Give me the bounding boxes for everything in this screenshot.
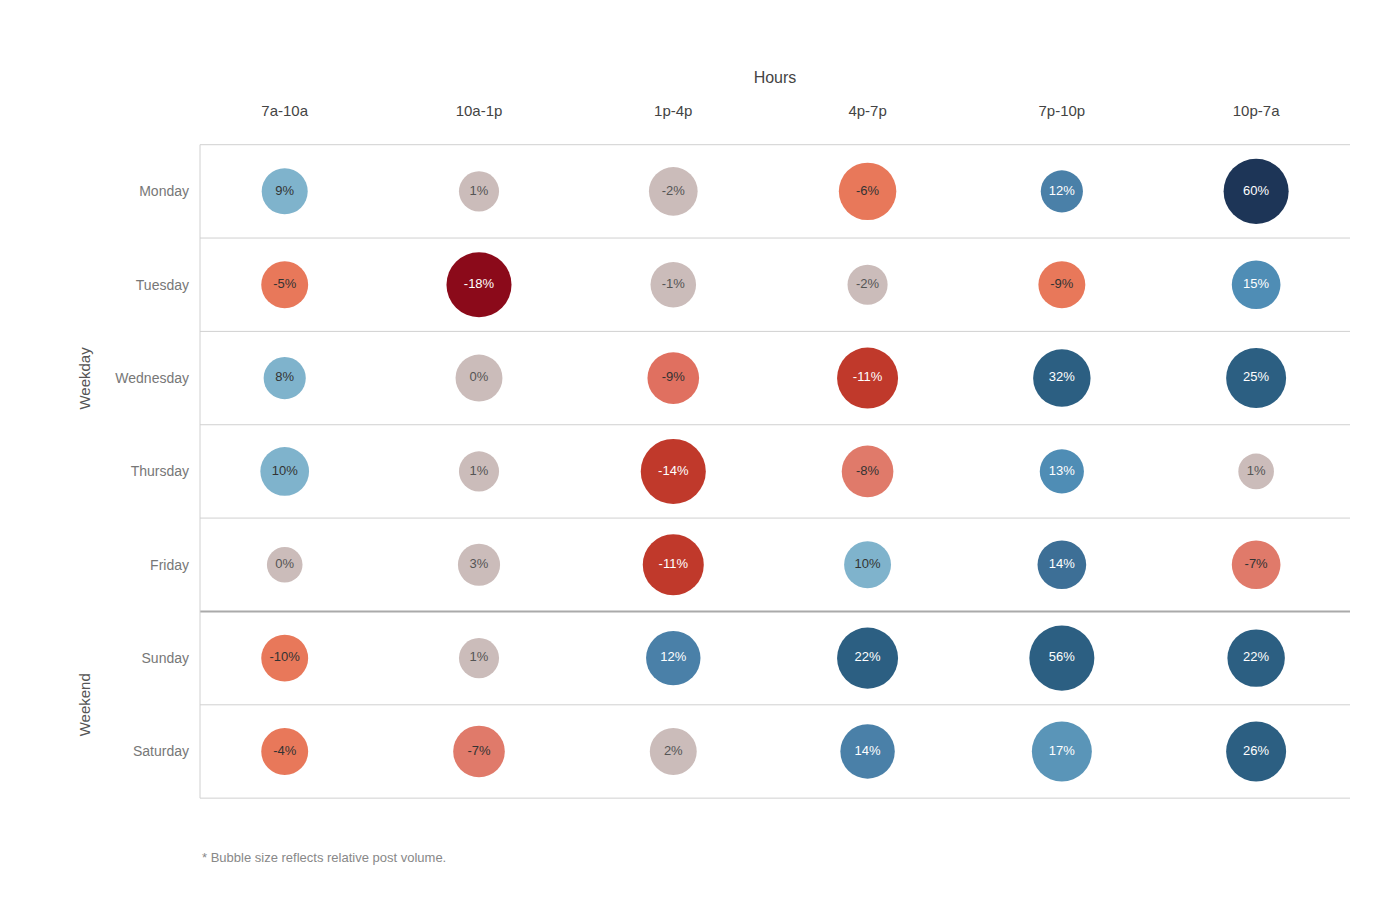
svg-text:8%: 8% [275,369,294,384]
svg-text:-11%: -11% [659,556,689,571]
svg-text:10%: 10% [272,463,298,478]
svg-text:15%: 15% [1243,276,1269,291]
svg-text:7p-10p: 7p-10p [1038,102,1085,119]
svg-text:1%: 1% [470,463,489,478]
svg-text:0%: 0% [275,556,294,571]
svg-text:60%: 60% [1243,183,1269,198]
svg-text:Sunday: Sunday [142,650,189,666]
svg-text:Friday: Friday [150,557,189,573]
svg-text:10a-1p: 10a-1p [456,102,503,119]
svg-text:-10%: -10% [270,649,301,664]
svg-text:0%: 0% [470,369,489,384]
svg-text:7a-10a: 7a-10a [261,102,308,119]
svg-text:14%: 14% [1049,556,1075,571]
svg-text:* Bubble size reflects relativ: * Bubble size reflects relative post vol… [202,850,446,865]
svg-text:1%: 1% [470,649,489,664]
svg-text:3%: 3% [470,556,489,571]
svg-text:-6%: -6% [856,183,880,198]
svg-text:12%: 12% [1049,183,1075,198]
svg-text:Weekend: Weekend [76,673,93,736]
svg-text:-18%: -18% [464,276,495,291]
svg-text:-2%: -2% [856,276,880,291]
svg-text:12%: 12% [660,649,686,664]
svg-text:2%: 2% [664,743,683,758]
svg-text:1%: 1% [1247,463,1266,478]
svg-text:-2%: -2% [662,183,686,198]
svg-text:14%: 14% [855,743,881,758]
svg-text:-1%: -1% [662,276,686,291]
svg-text:Weekday: Weekday [76,347,93,410]
svg-text:10%: 10% [855,556,881,571]
svg-text:22%: 22% [855,649,881,664]
svg-text:32%: 32% [1049,369,1075,384]
svg-text:1p-4p: 1p-4p [654,102,692,119]
svg-text:Hours: Hours [754,69,797,86]
svg-text:22%: 22% [1243,649,1269,664]
svg-text:-7%: -7% [1245,556,1269,571]
svg-text:Monday: Monday [139,183,189,199]
svg-text:Wednesday: Wednesday [115,370,189,386]
svg-text:1%: 1% [470,183,489,198]
svg-text:9%: 9% [275,183,294,198]
svg-text:-8%: -8% [856,463,880,478]
svg-text:25%: 25% [1243,369,1269,384]
svg-text:-7%: -7% [467,743,491,758]
svg-text:-14%: -14% [658,463,689,478]
svg-text:-11%: -11% [853,369,883,384]
svg-text:-9%: -9% [662,369,686,384]
svg-text:4p-7p: 4p-7p [848,102,886,119]
svg-text:17%: 17% [1049,743,1075,758]
svg-text:-9%: -9% [1050,276,1074,291]
svg-text:Saturday: Saturday [133,743,189,759]
svg-text:26%: 26% [1243,743,1269,758]
svg-text:Tuesday: Tuesday [136,277,189,293]
svg-text:13%: 13% [1049,463,1075,478]
svg-text:56%: 56% [1049,649,1075,664]
svg-text:-4%: -4% [273,743,297,758]
svg-text:10p-7a: 10p-7a [1233,102,1280,119]
svg-text:-5%: -5% [273,276,297,291]
svg-text:Thursday: Thursday [131,463,189,479]
